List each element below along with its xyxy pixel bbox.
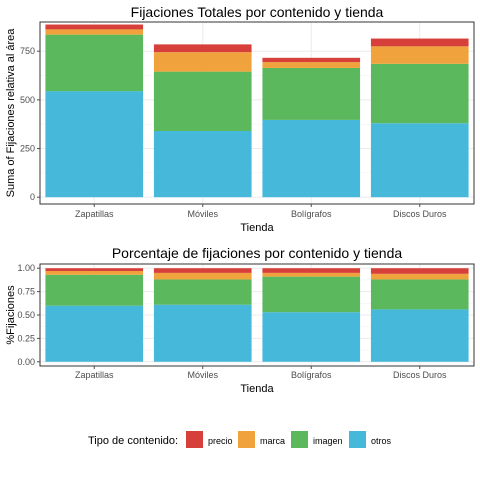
bar-otros-4 (370, 123, 469, 198)
bar-precio-4 (370, 38, 469, 47)
bar-imagen-4 (370, 63, 469, 124)
bar-marca-1 (45, 271, 144, 275)
bar-precio-2 (153, 268, 252, 273)
y-axis-title: %Fijaciones (5, 285, 17, 345)
bar-otros-3 (262, 119, 361, 198)
legend-key-marca (238, 431, 255, 448)
legend-label-marca: marca (260, 436, 285, 446)
y-tick-label: 0.25 (17, 333, 35, 343)
bar-imagen-3 (262, 276, 361, 313)
x-tick-label: Zapatillas (75, 370, 114, 380)
x-axis-title: Tienda (240, 222, 274, 234)
y-tick-label: 0 (30, 192, 35, 202)
bar-precio-2 (153, 44, 252, 53)
y-tick-label: 0.50 (17, 310, 35, 320)
bar-imagen-2 (153, 279, 252, 305)
bar-precio-1 (45, 268, 144, 272)
chart-title: Fijaciones Totales por contenido y tiend… (131, 4, 384, 20)
bar-precio-3 (262, 268, 361, 273)
legend-key-precio (186, 431, 203, 448)
bar-marca-3 (262, 62, 361, 68)
chart-panel-2: 0.00 0.25 0.50 0.75 1.00 Zapatillas Móviles Bol… (5, 245, 475, 395)
x-axis-title: Tienda (240, 383, 274, 395)
legend-label-imagen: imagen (313, 436, 343, 446)
y-tick-label: 750 (20, 46, 35, 56)
bar-otros-1 (45, 305, 144, 362)
bar-otros-1 (45, 91, 144, 198)
bar-otros-3 (262, 312, 361, 362)
bar-marca-1 (45, 29, 144, 35)
y-tick-label: 0.75 (17, 287, 35, 297)
y-tick-label: 250 (20, 144, 35, 154)
legend-key-otros (349, 431, 366, 448)
legend-key-imagen (291, 431, 308, 448)
chart-panel-1: 0 250 500 750 Zapatillas Móviles Bolígrafos Dis… (5, 4, 475, 234)
x-tick-label: Bolígrafos (291, 209, 332, 219)
legend-title: Tipo de contenido: (88, 435, 178, 447)
bar-imagen-3 (262, 67, 361, 120)
y-tick-label: 1.00 (17, 263, 35, 273)
x-tick-label: Móviles (187, 370, 218, 380)
x-tick-label: Móviles (187, 209, 218, 219)
legend: Tipo de contenido: precio marca imagen otros (88, 431, 392, 448)
y-axis-title: Suma of Fijaciones relativa al área (5, 28, 17, 198)
x-tick-label: Zapatillas (75, 209, 114, 219)
chart-title: Porcentaje de fijaciones por contenido y… (112, 245, 403, 261)
bar-imagen-4 (370, 279, 469, 310)
panel-border (39, 21, 475, 205)
bar-imagen-1 (45, 34, 144, 92)
y-tick-label: 500 (20, 95, 35, 105)
x-tick-label: Discos Duros (393, 370, 447, 380)
bar-imagen-1 (45, 274, 144, 306)
bar-otros-2 (153, 304, 252, 362)
x-tick-label: Bolígrafos (291, 370, 332, 380)
bar-marca-2 (153, 272, 252, 280)
bar-marca-4 (370, 46, 469, 64)
bar-otros-4 (370, 309, 469, 362)
y-tick-label: 0.00 (17, 357, 35, 367)
bar-precio-4 (370, 268, 469, 274)
legend-label-precio: precio (208, 436, 233, 446)
bar-marca-4 (370, 273, 469, 280)
bar-precio-3 (262, 57, 361, 63)
bar-imagen-2 (153, 71, 252, 132)
bar-otros-2 (153, 131, 252, 198)
x-tick-label: Discos Duros (393, 209, 447, 219)
bar-marca-3 (262, 272, 361, 277)
legend-label-otros: otros (371, 436, 392, 446)
bar-precio-1 (45, 24, 144, 30)
bar-marca-2 (153, 52, 252, 72)
